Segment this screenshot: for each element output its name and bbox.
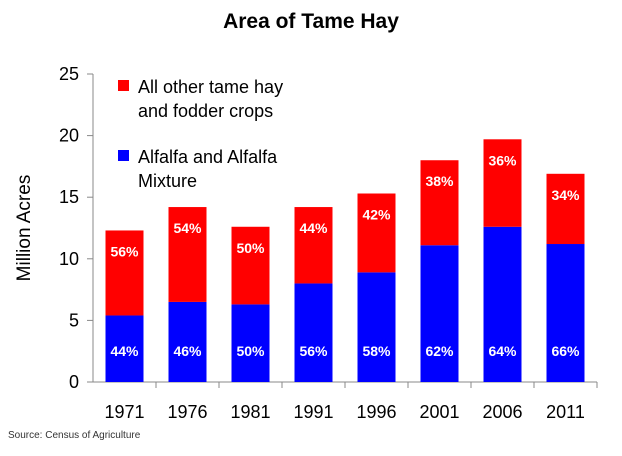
x-tick-label: 1971: [104, 402, 144, 422]
bar-segment: [420, 245, 459, 382]
data-label: 44%: [110, 343, 139, 359]
y-tick-label: 0: [69, 372, 79, 392]
y-tick-label: 5: [69, 310, 79, 330]
bar-segment: [168, 207, 207, 302]
bars: 44% 56% 46% 54% 50% 50% 56% 44% 58% 42% 62% 38% 64% 3…: [105, 139, 585, 382]
bar-segment: [231, 304, 270, 382]
legend-label: and fodder crops: [138, 101, 273, 121]
bar-segment: [420, 160, 459, 246]
data-label: 62%: [425, 343, 454, 359]
data-label: 50%: [236, 343, 265, 359]
bar-segment: [483, 139, 522, 227]
x-tick-label: 1996: [356, 402, 396, 422]
data-label: 38%: [425, 173, 454, 189]
legend-swatch: [118, 80, 129, 91]
y-tick-label: 15: [59, 187, 79, 207]
bar-segment: [483, 226, 522, 382]
data-label: 50%: [236, 240, 265, 256]
source-note: Source: Census of Agriculture: [8, 430, 141, 441]
x-tick-label: 1976: [167, 402, 207, 422]
legend-label: Mixture: [138, 171, 197, 191]
data-label: 64%: [488, 343, 517, 359]
data-label: 46%: [173, 343, 202, 359]
x-tick-label: 1991: [293, 402, 333, 422]
axes: 0 5 10 15 20 25 Million Acres 1971 1976 1981 1991 1…: [14, 64, 598, 422]
x-tick-label: 2006: [482, 402, 522, 422]
data-label: 56%: [299, 343, 328, 359]
data-label: 56%: [110, 243, 139, 259]
y-tick-label: 25: [59, 64, 79, 84]
bar-segment: [105, 230, 144, 316]
data-label: 42%: [362, 207, 391, 223]
data-label: 34%: [551, 187, 580, 203]
bar-segment: [168, 301, 207, 382]
legend-label: All other tame hay: [138, 77, 283, 97]
bar-segment: [357, 193, 396, 273]
x-tick-label: 2011: [546, 402, 585, 422]
data-label: 66%: [551, 343, 580, 359]
y-axis-label: Million Acres: [14, 175, 35, 282]
bar-segment: [294, 283, 333, 382]
bar-segment: [105, 315, 144, 382]
legend-swatch: [118, 150, 129, 161]
bar-segment: [294, 207, 333, 284]
data-label: 54%: [173, 220, 202, 236]
y-tick-label: 20: [59, 126, 79, 146]
bar-segment: [357, 272, 396, 382]
chart-title: Area of Tame Hay: [223, 10, 399, 33]
data-label: 58%: [362, 343, 391, 359]
bar-segment: [546, 173, 585, 245]
x-tick-label: 2001: [419, 402, 459, 422]
legend: All other tame hay and fodder crops Alfalf…: [118, 77, 283, 191]
y-tick-label: 10: [59, 249, 79, 269]
x-tick-label: 1981: [230, 402, 270, 422]
data-label: 44%: [299, 220, 328, 236]
bar-segment: [231, 226, 270, 305]
data-label: 36%: [488, 152, 517, 168]
bar-segment: [546, 244, 585, 382]
legend-label: Alfalfa and Alfalfa: [138, 147, 278, 167]
